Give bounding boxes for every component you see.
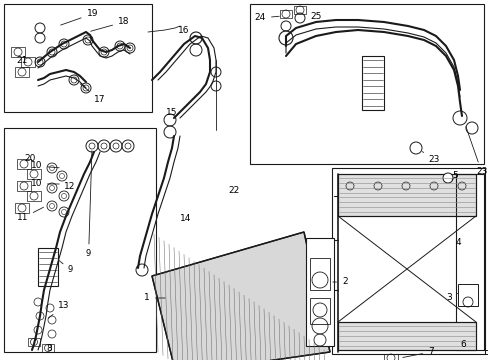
- Text: 9: 9: [86, 151, 92, 258]
- Text: 16: 16: [178, 26, 189, 35]
- Text: 2: 2: [332, 278, 347, 287]
- Bar: [293, 6, 305, 14]
- Text: 7: 7: [402, 347, 433, 357]
- Bar: [15, 67, 29, 77]
- Text: 23: 23: [422, 152, 439, 165]
- Text: 9: 9: [58, 260, 73, 274]
- Text: 10: 10: [30, 180, 59, 189]
- Text: 13: 13: [48, 302, 69, 318]
- Bar: [337, 174, 475, 216]
- Bar: [4, 128, 156, 352]
- Polygon shape: [152, 232, 329, 360]
- Text: 11: 11: [17, 207, 43, 222]
- Bar: [309, 258, 329, 290]
- Bar: [21, 57, 35, 67]
- Bar: [42, 344, 54, 352]
- Bar: [361, 56, 383, 110]
- Text: 14: 14: [180, 214, 191, 223]
- Text: 20: 20: [24, 154, 35, 163]
- Text: 8: 8: [46, 344, 52, 353]
- Text: 19: 19: [61, 9, 98, 25]
- Text: 15: 15: [165, 108, 177, 117]
- Bar: [337, 174, 475, 216]
- Bar: [309, 298, 329, 324]
- Text: 22: 22: [227, 186, 239, 195]
- Bar: [280, 10, 291, 18]
- Bar: [337, 322, 475, 350]
- Bar: [27, 191, 41, 201]
- Bar: [28, 338, 40, 346]
- Bar: [383, 354, 397, 360]
- Text: 25: 25: [309, 12, 321, 21]
- Bar: [11, 47, 25, 57]
- Text: 12: 12: [64, 182, 75, 191]
- Text: 23: 23: [465, 127, 487, 176]
- Text: 3: 3: [446, 293, 457, 302]
- Bar: [17, 181, 31, 191]
- Bar: [15, 203, 29, 213]
- Text: 18: 18: [90, 18, 129, 31]
- Text: 21: 21: [16, 56, 27, 65]
- Text: 1: 1: [144, 293, 165, 302]
- Bar: [38, 248, 58, 286]
- Bar: [305, 238, 333, 346]
- Bar: [4, 4, 152, 112]
- Bar: [249, 4, 483, 164]
- Circle shape: [442, 173, 452, 183]
- Bar: [331, 168, 484, 354]
- Text: 24: 24: [254, 13, 279, 22]
- Bar: [457, 284, 477, 306]
- Text: 17: 17: [80, 84, 105, 104]
- Text: 10: 10: [30, 162, 59, 171]
- Text: 5: 5: [451, 171, 457, 180]
- Bar: [27, 169, 41, 179]
- Text: 4: 4: [455, 238, 461, 247]
- Bar: [17, 159, 31, 169]
- Text: 6: 6: [459, 340, 465, 349]
- Bar: [337, 322, 475, 350]
- Bar: [455, 174, 483, 350]
